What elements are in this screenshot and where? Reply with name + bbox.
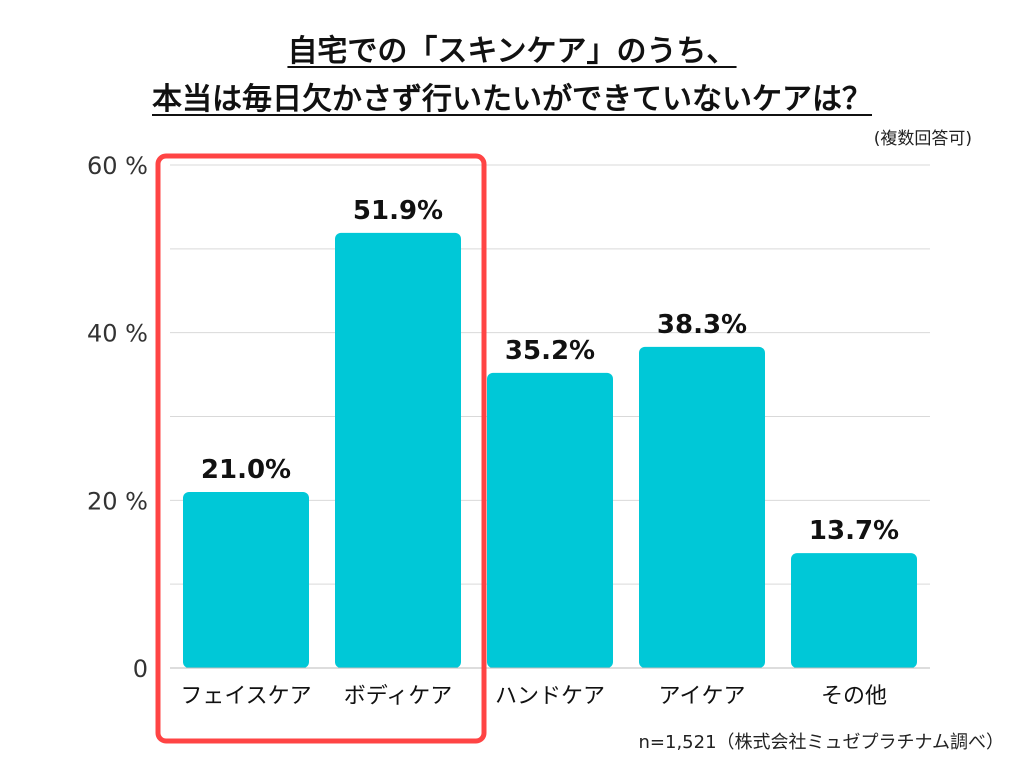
- data-label: 38.3%: [657, 310, 747, 340]
- x-tick-label: アイケア: [659, 684, 746, 709]
- x-tick-label: ボディケア: [344, 684, 452, 709]
- x-tick-label: ハンドケア: [495, 684, 605, 709]
- chart-title-line-1: 自宅での「スキンケア」のうち、: [287, 34, 737, 69]
- data-label: 21.0%: [201, 455, 291, 485]
- bar: [487, 372, 613, 668]
- y-tick-label: 0: [133, 655, 148, 683]
- multiple-answer-note: (複数回答可): [873, 129, 972, 149]
- y-tick-label: 20 %: [87, 487, 148, 515]
- data-label: 51.9%: [353, 196, 443, 226]
- chart-title-line-2: 本当は毎日欠かさず行いたいができていないケアは？: [152, 82, 872, 117]
- highlight-box: [155, 153, 487, 744]
- y-tick-label: 60 %: [87, 152, 148, 180]
- x-tick-label: フェイスケア: [180, 684, 311, 709]
- y-tick-label: 40 %: [87, 320, 148, 348]
- bar: [791, 553, 917, 668]
- bar: [183, 491, 309, 668]
- data-label: 13.7%: [809, 516, 899, 546]
- bar: [335, 232, 461, 668]
- data-label: 35.2%: [505, 336, 595, 366]
- survey-source-note: n=1,521（株式会社ミュゼプラチナム調べ）: [638, 732, 1004, 753]
- x-tick-label: その他: [821, 684, 887, 709]
- bar: [639, 346, 765, 668]
